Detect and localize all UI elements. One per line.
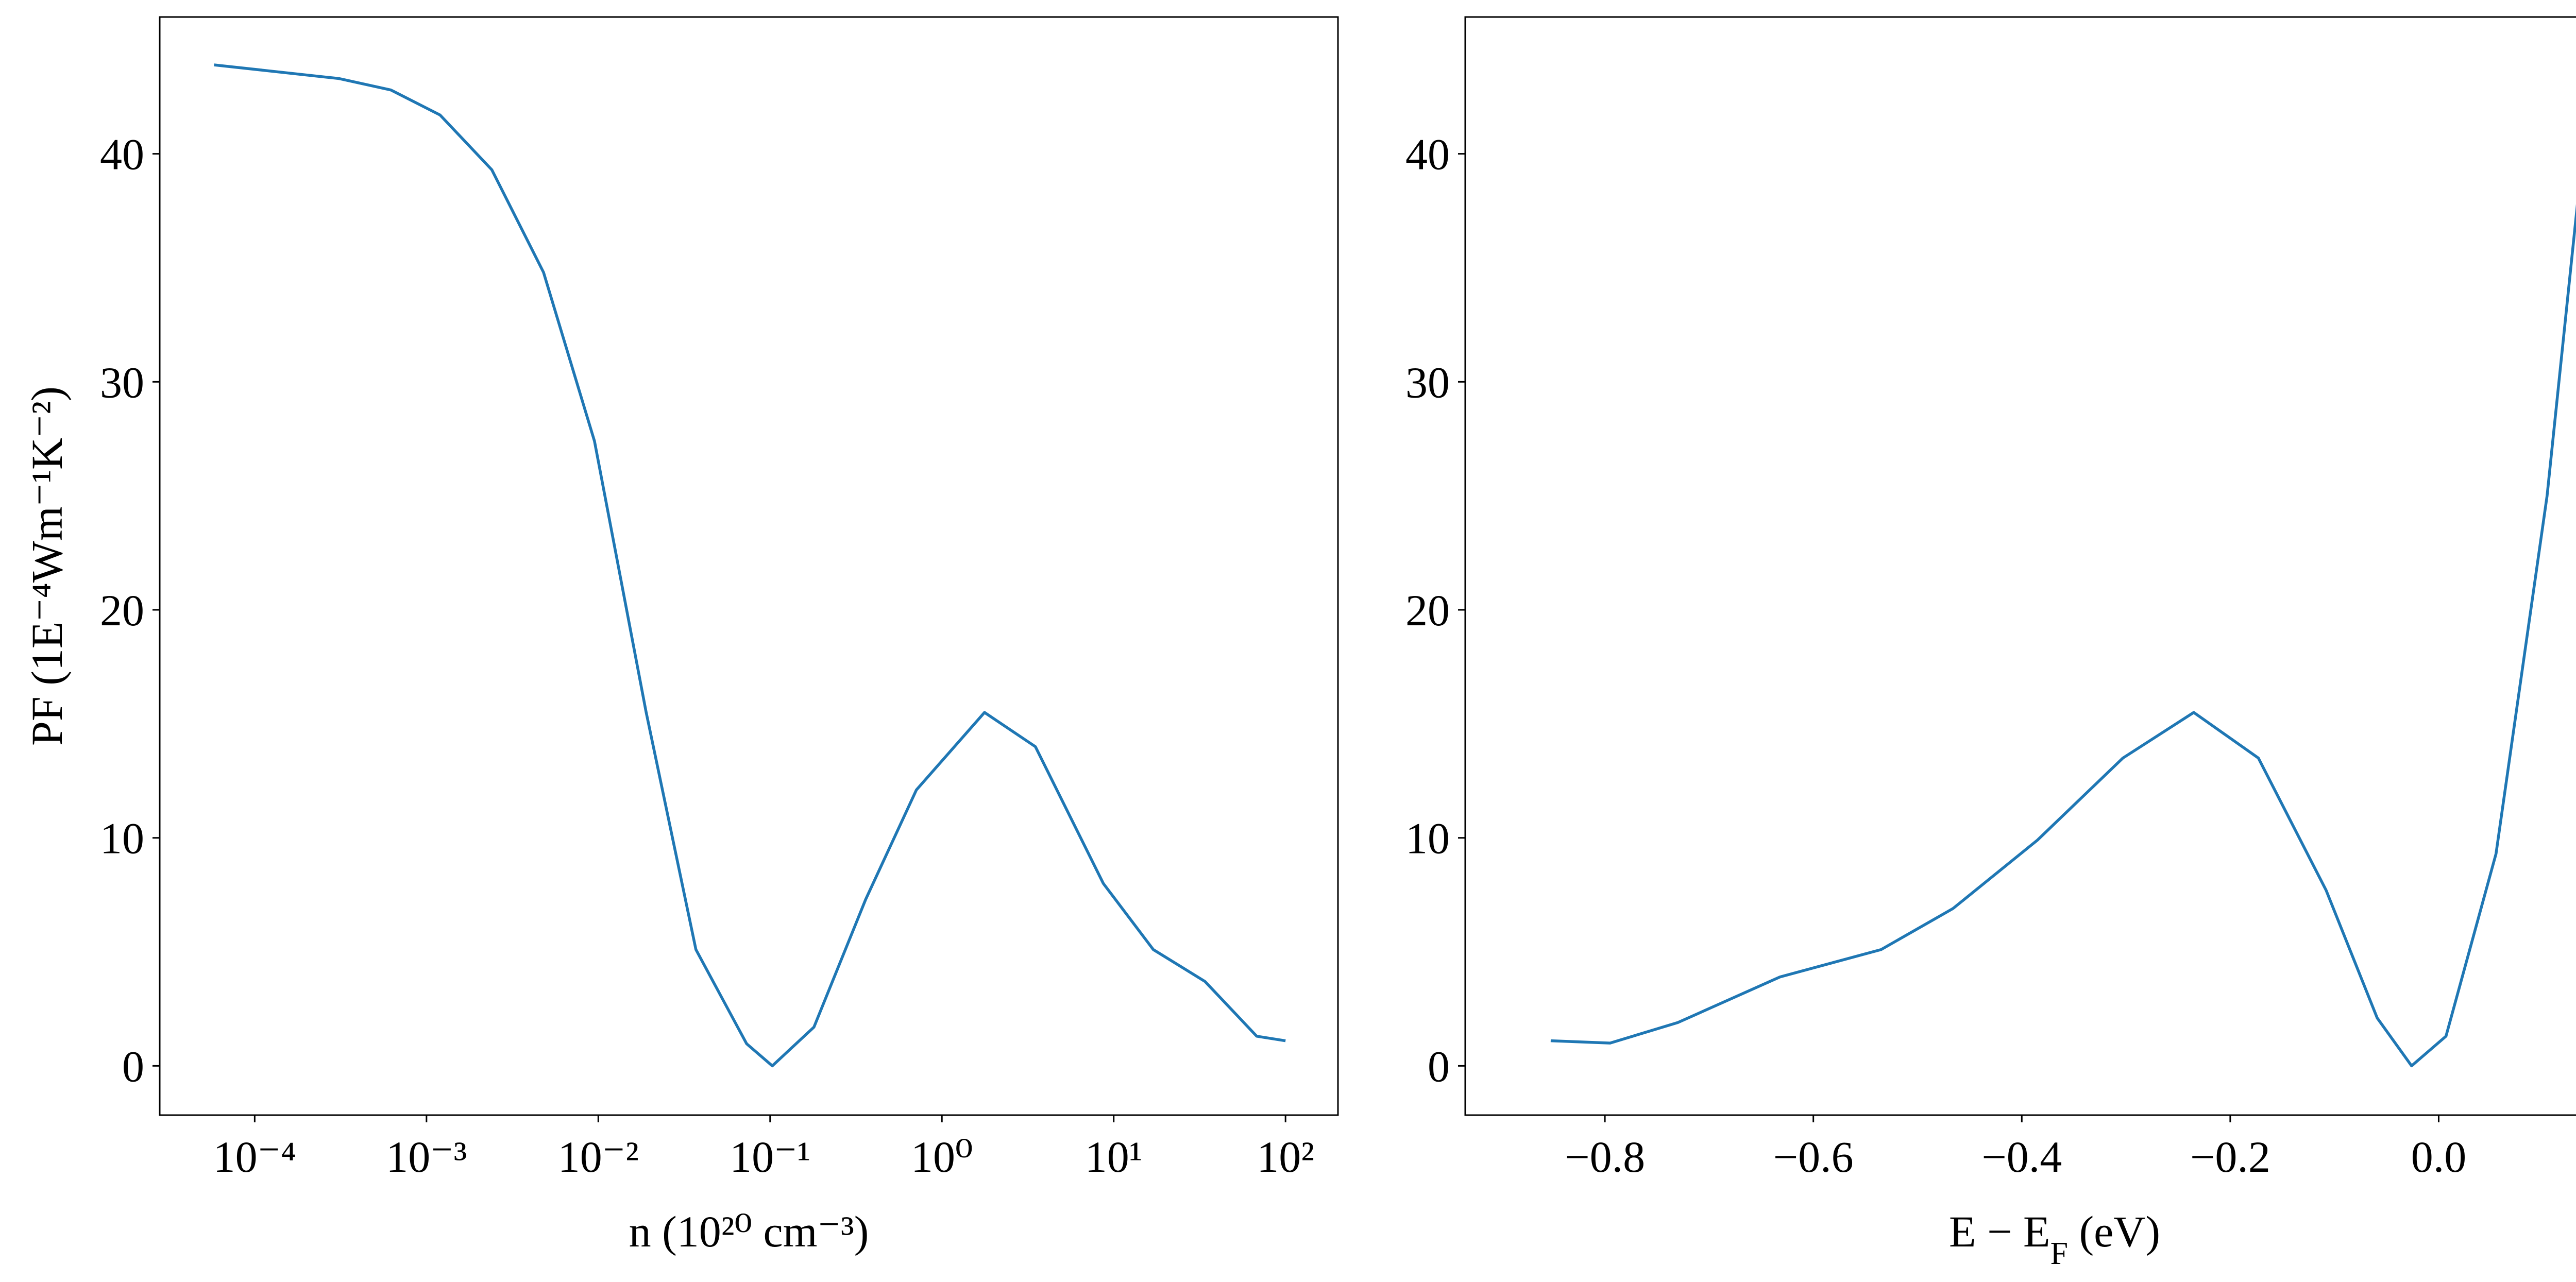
x-tick-label: 10² [1257,1132,1314,1182]
x-axis-label: E − EF (eV) [1949,1207,2160,1271]
y-axis-label: PF (1E⁻⁴Wm⁻¹K⁻²) [22,386,72,746]
y-tick-label: 0 [1428,1041,1450,1091]
x-tick-label: 10¹ [1085,1132,1143,1182]
y-tick-label: 20 [1405,586,1450,635]
y-tick-label: 30 [100,357,144,407]
x-tick-label: 10⁻³ [386,1132,467,1182]
x-axis-label-part: E − E [1949,1207,2050,1256]
x-tick-label: 10⁻¹ [730,1132,810,1182]
x-tick-label: 10⁻² [558,1132,639,1182]
y-tick-label: 40 [1405,130,1450,179]
y-tick-label: 10 [100,814,144,863]
plot-frame [159,16,1339,1116]
y-tick-label: 0 [122,1041,144,1091]
y-tick-label: 40 [100,130,144,179]
y-tick-label: 30 [1405,357,1450,407]
plot-frame [1464,16,2576,1116]
y-tick-label: 20 [100,586,144,635]
x-tick-label: −0.4 [1981,1132,2062,1182]
y-tick-label: 10 [1405,814,1450,863]
x-tick-label: −0.6 [1773,1132,1854,1182]
x-axis-label: n (10²⁰ cm⁻³) [629,1207,869,1256]
x-axis-label-part: F [2050,1236,2068,1271]
data-line [214,63,1286,1068]
x-tick-label: 10⁰ [911,1132,973,1182]
x-tick-label: −0.8 [1565,1132,1645,1182]
x-axis-label-part: (eV) [2068,1207,2160,1256]
x-tick-label: 10⁻⁴ [213,1132,296,1182]
data-line [1550,204,2576,1068]
x-tick-label: −0.2 [2190,1132,2270,1182]
x-tick-label: 0.0 [2411,1132,2467,1182]
